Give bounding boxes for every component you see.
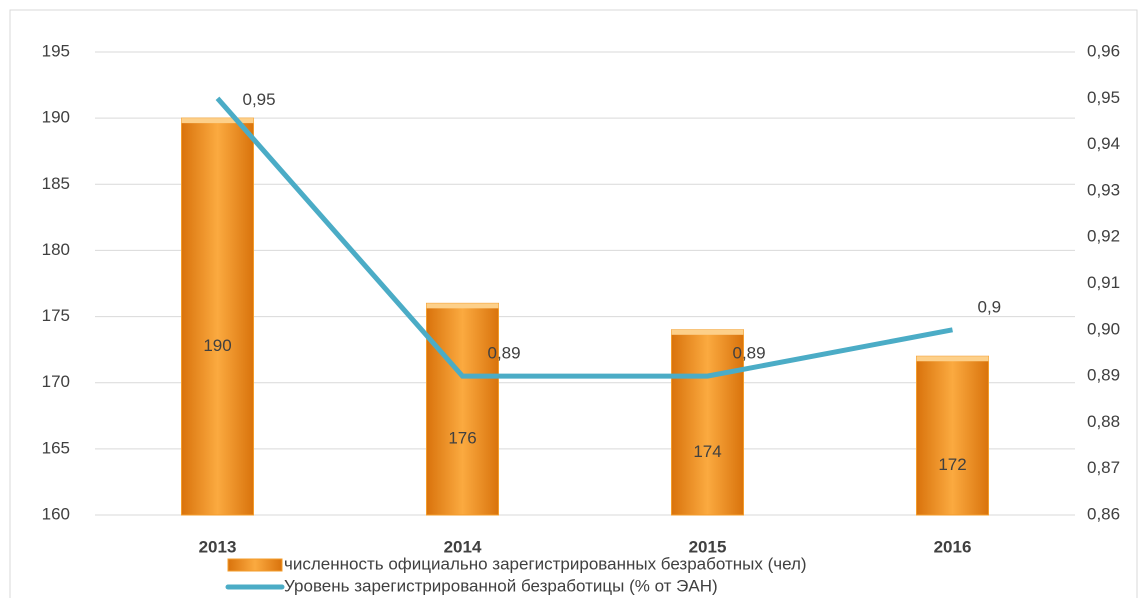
y2-tick-label: 0,96 [1087,41,1120,60]
legend-swatch [227,558,283,572]
y2-tick-label: 0,90 [1087,319,1120,338]
bar-value-label: 190 [203,336,231,355]
y2-tick-label: 0,86 [1087,504,1120,523]
bar [181,117,254,516]
x-tick-label: 2015 [689,537,727,556]
y2-tick-label: 0,95 [1087,88,1120,107]
legend-label: численность официально зарегистрированны… [284,554,807,573]
y2-tick-label: 0,91 [1087,273,1120,292]
bar-highlight [671,329,744,335]
y-tick-label: 185 [42,174,70,193]
bar [916,355,989,516]
y-tick-label: 180 [42,240,70,259]
y2-tick-label: 0,88 [1087,412,1120,431]
line-value-label: 0,89 [488,344,521,363]
chart-frame [9,9,1138,598]
y-tick-label: 190 [42,108,70,127]
y2-tick-label: 0,93 [1087,180,1120,199]
bar [671,329,744,516]
bar-highlight [916,356,989,362]
y-tick-label: 160 [42,504,70,523]
bar-highlight [181,118,254,124]
bar-value-label: 174 [693,442,721,461]
y-tick-label: 195 [42,41,70,60]
x-tick-label: 2016 [934,537,972,556]
bar [426,302,499,516]
bar-value-label: 176 [448,429,476,448]
x-tick-label: 2014 [444,537,482,556]
y2-tick-label: 0,94 [1087,134,1120,153]
line [215,96,953,379]
y2-tick-label: 0,89 [1087,366,1120,385]
y-tick-label: 175 [42,306,70,325]
bar-highlight [426,303,499,309]
bar-value-label: 172 [938,455,966,474]
line-value-label: 0,9 [978,297,1002,316]
line-value-label: 0,89 [733,344,766,363]
line-value-label: 0,95 [243,90,276,109]
y2-tick-label: 0,92 [1087,227,1120,246]
legend-label: Уровень зарегистрированной безработицы (… [284,576,718,595]
y-tick-label: 170 [42,372,70,391]
x-tick-label: 2013 [199,537,237,556]
y2-tick-label: 0,87 [1087,458,1120,477]
y-tick-label: 165 [42,438,70,457]
